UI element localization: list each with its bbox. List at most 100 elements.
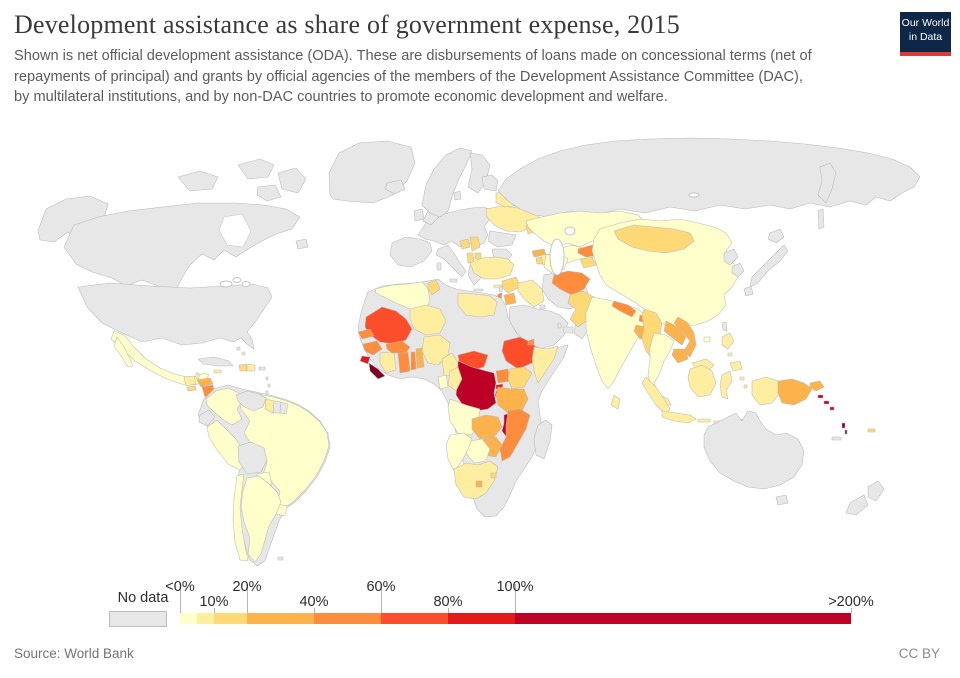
country-papua-new-guinea[interactable] <box>777 378 813 406</box>
country-kuwait[interactable] <box>539 304 546 310</box>
country-vanuatu-1[interactable] <box>841 422 846 429</box>
country-philippines-visayas[interactable] <box>727 352 733 357</box>
country-mexico-baja[interactable] <box>113 336 134 368</box>
country-canada-arctic-1[interactable] <box>177 170 219 192</box>
country-canada-arctic-4[interactable] <box>256 184 282 202</box>
country-new-zealand-south[interactable] <box>845 494 869 516</box>
country-india[interactable] <box>585 296 649 390</box>
country-greece-crete[interactable] <box>473 288 484 292</box>
country-lebanon[interactable] <box>498 285 504 293</box>
country-falkland-islands[interactable] <box>277 556 284 561</box>
country-russia-kamchatka[interactable] <box>817 162 837 204</box>
country-japan-honshu[interactable] <box>749 244 789 288</box>
country-iceland[interactable] <box>384 179 406 195</box>
country-lesser-antilles-3[interactable] <box>265 390 269 395</box>
country-ecuador[interactable] <box>198 409 216 427</box>
legend-segment[interactable] <box>515 613 851 624</box>
country-brazil[interactable] <box>238 392 330 509</box>
country-dr-congo[interactable] <box>455 360 497 412</box>
country-sierra-leone[interactable] <box>359 355 371 365</box>
country-australia[interactable] <box>703 410 805 490</box>
country-indonesia-west-papua[interactable] <box>751 376 781 406</box>
country-jordan[interactable] <box>503 292 517 306</box>
country-tajikistan[interactable] <box>579 256 597 269</box>
country-qatar[interactable] <box>557 322 562 329</box>
country-benin[interactable] <box>415 347 425 369</box>
country-mongolia[interactable] <box>613 224 695 254</box>
country-zambia[interactable] <box>471 414 503 440</box>
country-puerto-rico[interactable] <box>258 366 266 371</box>
legend-no-data-swatch[interactable] <box>109 611 167 627</box>
country-egypt[interactable] <box>457 292 498 318</box>
country-solomon-islands-3[interactable] <box>829 406 835 411</box>
country-nepal[interactable] <box>611 300 637 318</box>
country-afghanistan[interactable] <box>551 270 591 296</box>
country-tunisia[interactable] <box>427 279 441 296</box>
country-fiji[interactable] <box>867 428 876 433</box>
country-vanuatu-2[interactable] <box>844 429 848 435</box>
country-indonesia-sulawesi[interactable] <box>719 370 733 400</box>
country-congo[interactable] <box>447 366 463 392</box>
country-canada-arctic-3[interactable] <box>277 167 307 194</box>
country-romania[interactable] <box>487 230 517 248</box>
country-syria[interactable] <box>501 276 521 294</box>
legend-segment[interactable] <box>180 613 197 624</box>
country-el-salvador[interactable] <box>186 385 197 392</box>
country-bahamas-2[interactable] <box>241 351 246 356</box>
country-jamaica[interactable] <box>213 369 222 374</box>
country-taiwan[interactable] <box>721 321 728 332</box>
country-indonesia-maluku-2[interactable] <box>743 384 748 389</box>
country-japan-kyushu[interactable] <box>743 285 754 297</box>
country-russia[interactable] <box>497 137 921 218</box>
legend-no-data[interactable]: No data <box>108 590 178 627</box>
country-macedonia[interactable] <box>474 252 482 260</box>
country-liberia[interactable] <box>368 362 386 380</box>
country-png-new-britain[interactable] <box>809 380 825 392</box>
country-italy[interactable] <box>435 244 467 278</box>
country-senegal[interactable] <box>357 328 375 340</box>
country-uganda[interactable] <box>495 368 511 384</box>
country-indonesia-java[interactable] <box>661 410 697 424</box>
country-turkey[interactable] <box>469 256 515 280</box>
country-belize[interactable] <box>195 372 200 380</box>
country-china-hainan[interactable] <box>703 336 711 343</box>
country-philippines-luzon[interactable] <box>721 332 735 350</box>
country-lesser-antilles-1[interactable] <box>265 376 269 381</box>
country-new-caledonia[interactable] <box>831 436 842 441</box>
country-solomon-islands-2[interactable] <box>823 400 830 405</box>
legend-segment[interactable] <box>314 613 381 624</box>
owid-logo[interactable]: Our World in Data <box>900 12 951 56</box>
country-bolivia[interactable] <box>237 441 268 475</box>
country-south-africa[interactable] <box>453 460 499 500</box>
country-norway-sweden[interactable] <box>421 147 473 218</box>
country-iraq[interactable] <box>517 279 545 308</box>
country-argentina[interactable] <box>240 475 282 563</box>
country-guatemala[interactable] <box>183 375 197 387</box>
country-guinea[interactable] <box>362 340 383 356</box>
legend-segment[interactable] <box>247 613 314 624</box>
country-south-korea[interactable] <box>731 262 745 278</box>
country-usa[interactable] <box>77 282 273 350</box>
country-dominican-republic[interactable] <box>246 363 256 372</box>
country-venezuela[interactable] <box>235 390 267 412</box>
country-canada-arctic-2[interactable] <box>237 158 275 180</box>
country-colombia[interactable] <box>205 387 243 426</box>
country-spain-portugal[interactable] <box>389 236 433 268</box>
country-canada-newfoundland[interactable] <box>295 238 309 250</box>
country-indonesia-sumatra[interactable] <box>641 376 671 416</box>
country-sri-lanka[interactable] <box>610 394 621 410</box>
country-djibouti[interactable] <box>527 338 535 346</box>
country-saudi-arabia[interactable] <box>508 304 569 350</box>
country-lesser-antilles-2[interactable] <box>267 383 271 388</box>
country-lesotho[interactable] <box>475 480 483 488</box>
country-indonesia-maluku-1[interactable] <box>739 376 745 381</box>
country-uae[interactable] <box>562 326 574 334</box>
country-suriname[interactable] <box>272 400 282 414</box>
country-niger[interactable] <box>409 304 447 336</box>
country-kenya[interactable] <box>507 366 533 390</box>
country-cambodia[interactable] <box>671 348 689 364</box>
country-chile[interactable] <box>232 473 249 562</box>
country-russia-sakhalin[interactable] <box>817 208 825 230</box>
country-philippines-mindanao[interactable] <box>729 360 743 372</box>
country-swaziland[interactable] <box>490 472 497 479</box>
